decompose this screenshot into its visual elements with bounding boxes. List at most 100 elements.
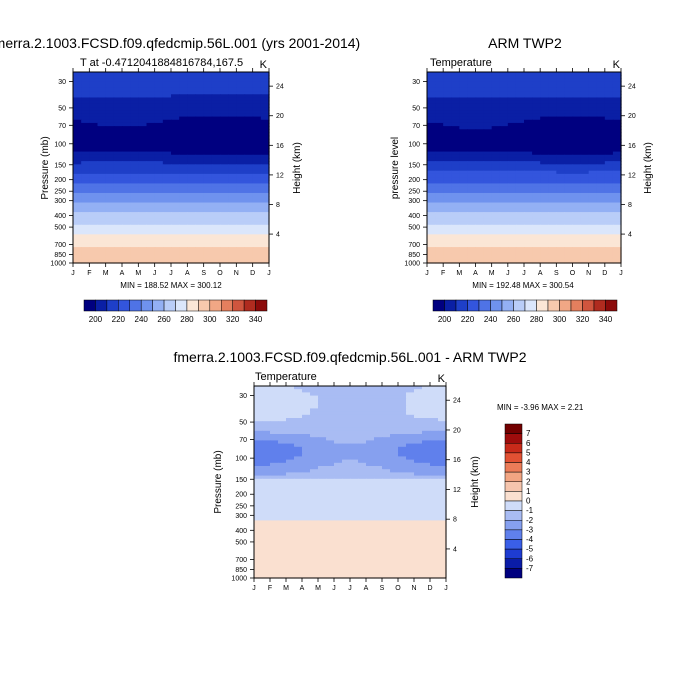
field-cell (138, 91, 148, 95)
field-cell (73, 250, 82, 255)
colorbar-label: 240 (135, 315, 149, 324)
field-cell (73, 78, 82, 83)
field-cell (427, 84, 436, 89)
field-cell (97, 110, 107, 114)
field-cell (89, 110, 99, 114)
field-cell (162, 227, 172, 232)
field-cell (451, 119, 460, 124)
field-cell (122, 227, 131, 232)
field-cell (438, 421, 447, 425)
field-cell (113, 189, 123, 194)
field-cell (187, 148, 197, 153)
field-cell (97, 78, 107, 83)
field-cell (162, 157, 172, 162)
field-cell (467, 177, 477, 181)
colorbar-label: 300 (203, 315, 217, 324)
field-cell (459, 110, 469, 114)
field-cell (342, 571, 351, 576)
field-cell (451, 237, 460, 242)
field-cell (252, 196, 262, 200)
field-cell (326, 446, 335, 451)
field-cell (422, 558, 431, 563)
field-cell (179, 208, 188, 213)
field-cell (548, 231, 557, 235)
field-cell (515, 189, 525, 194)
field-cell (350, 504, 359, 509)
field-cell (422, 542, 431, 547)
field-cell (294, 507, 303, 512)
field-cell (97, 183, 107, 188)
field-cell (262, 574, 271, 579)
field-cell (532, 103, 541, 108)
field-cell (443, 119, 452, 124)
field-cell (228, 208, 237, 213)
field-cell (382, 414, 391, 419)
field-cell (390, 475, 399, 480)
field-cell (162, 196, 172, 200)
field-cell (171, 208, 180, 213)
field-cell (580, 100, 590, 105)
field-cell (195, 91, 205, 95)
field-cell (252, 205, 262, 210)
field-cell (556, 161, 566, 165)
field-cell (515, 81, 525, 86)
field-cell (252, 189, 262, 194)
field-cell (211, 142, 221, 146)
field-cell (162, 87, 172, 92)
field-cell (467, 186, 477, 191)
field-cell (366, 501, 375, 505)
field-cell (459, 116, 469, 121)
field-cell (254, 558, 263, 563)
field-cell (73, 142, 82, 146)
field-cell (390, 434, 399, 438)
field-cell (318, 568, 327, 573)
field-cell (244, 196, 254, 200)
field-cell (422, 414, 431, 419)
field-cell (532, 75, 541, 79)
field-cell (596, 119, 606, 124)
field-cell (507, 227, 517, 232)
field-cell (73, 208, 82, 213)
field-cell (310, 549, 319, 553)
field-cell (310, 414, 319, 419)
field-cell (154, 199, 164, 204)
field-cell (524, 119, 533, 124)
field-cell (443, 247, 452, 251)
field-cell (195, 259, 205, 264)
field-cell (302, 443, 311, 448)
field-cell (113, 75, 123, 79)
field-cell (154, 135, 164, 140)
field-cell (302, 558, 311, 563)
field-cell (171, 126, 180, 130)
field-cell (515, 97, 525, 102)
field-cell (310, 386, 319, 390)
field-cell (179, 218, 188, 223)
field-cell (310, 427, 319, 432)
field-cell (507, 161, 517, 165)
field-cell (179, 97, 188, 102)
field-cell (540, 237, 549, 242)
field-cell (252, 84, 262, 89)
field-cell (524, 129, 533, 134)
field-cell (318, 421, 327, 425)
field-cell (146, 129, 156, 134)
field-cell (459, 119, 469, 124)
field-cell (105, 113, 115, 118)
field-cell (374, 485, 383, 489)
x-tick-label: A (538, 270, 543, 277)
field-cell (414, 482, 423, 486)
field-cell (310, 469, 319, 473)
field-cell (187, 173, 197, 178)
field-cell (451, 148, 460, 153)
field-cell (203, 247, 213, 251)
field-cell (406, 494, 415, 499)
field-cell (195, 218, 205, 223)
field-cell (138, 151, 148, 156)
field-cell (427, 215, 436, 220)
field-cell (398, 523, 407, 528)
field-cell (451, 208, 460, 213)
field-cell (382, 562, 391, 566)
field-cell (334, 555, 343, 560)
field-cell (244, 199, 254, 204)
field-cell (515, 227, 525, 232)
